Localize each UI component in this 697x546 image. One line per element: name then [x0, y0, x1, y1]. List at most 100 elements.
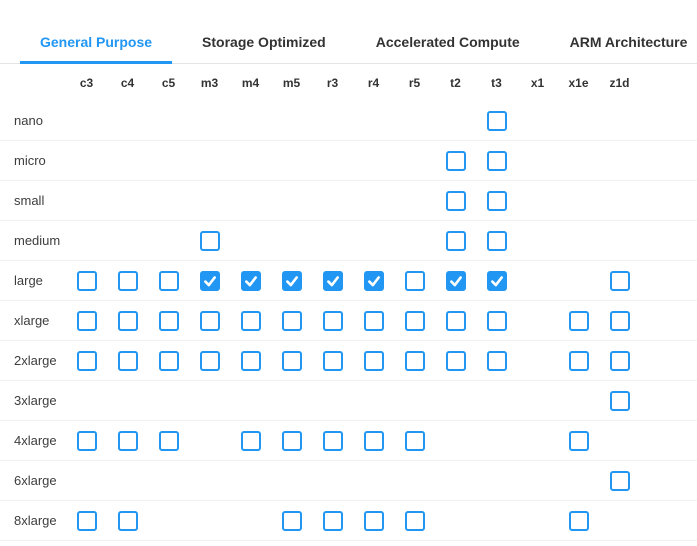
row-label-micro: micro: [14, 153, 46, 168]
checkbox-large-r4[interactable]: [363, 270, 384, 291]
checkbox-6xlarge-z1d[interactable]: [609, 470, 630, 491]
checkbox-2xlarge-r4[interactable]: [363, 350, 384, 371]
row-label-large: large: [14, 273, 43, 288]
checkbox-2xlarge-z1d[interactable]: [609, 350, 630, 371]
checkbox-8xlarge-r3[interactable]: [322, 510, 343, 531]
tab-accelerated-compute[interactable]: Accelerated Compute: [356, 24, 540, 64]
checkbox-medium-t2[interactable]: [445, 230, 466, 251]
checkbox-xlarge-r4[interactable]: [363, 310, 384, 331]
column-header-t2: t2: [450, 75, 461, 90]
checkbox-xlarge-r3[interactable]: [322, 310, 343, 331]
cell-2xlarge-c3: [66, 350, 107, 371]
checkbox-8xlarge-x1e[interactable]: [568, 510, 589, 531]
row-label-nano: nano: [14, 113, 43, 128]
cell-4xlarge-r5: [394, 430, 435, 451]
matrix-row-4xlarge: 4xlarge: [0, 421, 697, 461]
check-icon: [326, 275, 339, 286]
column-header-t3: t3: [491, 75, 502, 90]
matrix-row-small: small: [0, 181, 697, 221]
checkbox-4xlarge-r5[interactable]: [404, 430, 425, 451]
matrix-row-large: large: [0, 261, 697, 301]
matrix-row-3xlarge: 3xlarge: [0, 381, 697, 421]
checkbox-xlarge-z1d[interactable]: [609, 310, 630, 331]
checkbox-large-t3[interactable]: [486, 270, 507, 291]
checkbox-medium-t3[interactable]: [486, 230, 507, 251]
checkbox-xlarge-x1e[interactable]: [568, 310, 589, 331]
cell-xlarge-r4: [353, 310, 394, 331]
checkbox-4xlarge-r4[interactable]: [363, 430, 384, 451]
checkbox-4xlarge-c5[interactable]: [158, 430, 179, 451]
column-header-m5: m5: [282, 75, 301, 90]
checkbox-2xlarge-c5[interactable]: [158, 350, 179, 371]
checkbox-8xlarge-r4[interactable]: [363, 510, 384, 531]
checkbox-large-r5[interactable]: [404, 270, 425, 291]
checkbox-2xlarge-m4[interactable]: [240, 350, 261, 371]
checkbox-4xlarge-m5[interactable]: [281, 430, 302, 451]
cell-xlarge-z1d: [599, 310, 640, 331]
checkbox-nano-t3[interactable]: [486, 110, 507, 131]
checkbox-2xlarge-t3[interactable]: [486, 350, 507, 371]
checkbox-xlarge-r5[interactable]: [404, 310, 425, 331]
row-label-medium: medium: [14, 233, 61, 248]
checkbox-2xlarge-m3[interactable]: [199, 350, 220, 371]
checkbox-medium-m3[interactable]: [199, 230, 220, 251]
cell-large-c5: [148, 270, 189, 291]
checkbox-xlarge-c3[interactable]: [76, 310, 97, 331]
checkbox-micro-t2[interactable]: [445, 150, 466, 171]
cell-2xlarge-c4: [107, 350, 148, 371]
checkbox-4xlarge-x1e[interactable]: [568, 430, 589, 451]
checkbox-large-c4[interactable]: [117, 270, 138, 291]
checkbox-4xlarge-c3[interactable]: [76, 430, 97, 451]
checkbox-large-m3[interactable]: [199, 270, 220, 291]
checkbox-xlarge-m3[interactable]: [199, 310, 220, 331]
checkbox-4xlarge-c4[interactable]: [117, 430, 138, 451]
checkbox-xlarge-m4[interactable]: [240, 310, 261, 331]
cell-4xlarge-m5: [271, 430, 312, 451]
checkbox-2xlarge-x1e[interactable]: [568, 350, 589, 371]
checkbox-2xlarge-r5[interactable]: [404, 350, 425, 371]
checkbox-4xlarge-m4[interactable]: [240, 430, 261, 451]
cell-large-t2: [435, 270, 476, 291]
checkbox-2xlarge-r3[interactable]: [322, 350, 343, 371]
tab-storage-optimized[interactable]: Storage Optimized: [182, 24, 346, 64]
checkbox-large-t2[interactable]: [445, 270, 466, 291]
column-header-m4: m4: [241, 75, 260, 90]
checkbox-large-z1d[interactable]: [609, 270, 630, 291]
checkbox-xlarge-t3[interactable]: [486, 310, 507, 331]
cell-2xlarge-r4: [353, 350, 394, 371]
cell-xlarge-r5: [394, 310, 435, 331]
checkbox-2xlarge-c3[interactable]: [76, 350, 97, 371]
row-label-3xlarge: 3xlarge: [14, 393, 57, 408]
cell-large-r5: [394, 270, 435, 291]
checkbox-2xlarge-m5[interactable]: [281, 350, 302, 371]
tab-general-purpose[interactable]: General Purpose: [20, 24, 173, 64]
checkbox-xlarge-c4[interactable]: [117, 310, 138, 331]
checkbox-large-r3[interactable]: [322, 270, 343, 291]
checkbox-large-c3[interactable]: [76, 270, 97, 291]
checkbox-xlarge-m5[interactable]: [281, 310, 302, 331]
checkbox-xlarge-t2[interactable]: [445, 310, 466, 331]
checkbox-8xlarge-r5[interactable]: [404, 510, 425, 531]
checkbox-large-c5[interactable]: [158, 270, 179, 291]
column-header-c3: c3: [79, 75, 94, 90]
checkbox-8xlarge-m5[interactable]: [281, 510, 302, 531]
checkbox-xlarge-c5[interactable]: [158, 310, 179, 331]
cell-medium-t2: [435, 230, 476, 251]
column-header-r5: r5: [408, 75, 421, 90]
checkbox-8xlarge-c3[interactable]: [76, 510, 97, 531]
checkbox-8xlarge-c4[interactable]: [117, 510, 138, 531]
checkbox-4xlarge-r3[interactable]: [322, 430, 343, 451]
checkbox-small-t2[interactable]: [445, 190, 466, 211]
checkbox-3xlarge-z1d[interactable]: [609, 390, 630, 411]
cell-micro-t2: [435, 150, 476, 171]
checkbox-large-m5[interactable]: [281, 270, 302, 291]
tab-arm-architecture[interactable]: ARM Architecture: [550, 24, 697, 64]
checkbox-2xlarge-t2[interactable]: [445, 350, 466, 371]
checkbox-large-m4[interactable]: [240, 270, 261, 291]
checkbox-small-t3[interactable]: [486, 190, 507, 211]
checkbox-2xlarge-c4[interactable]: [117, 350, 138, 371]
checkbox-micro-t3[interactable]: [486, 150, 507, 171]
instance-size-matrix: c3 c4 c5 m3 m4 m5 r3 r4 r5 t2 t3 x1 x1e z1d nano micro s…: [0, 64, 697, 541]
cell-xlarge-m3: [189, 310, 230, 331]
